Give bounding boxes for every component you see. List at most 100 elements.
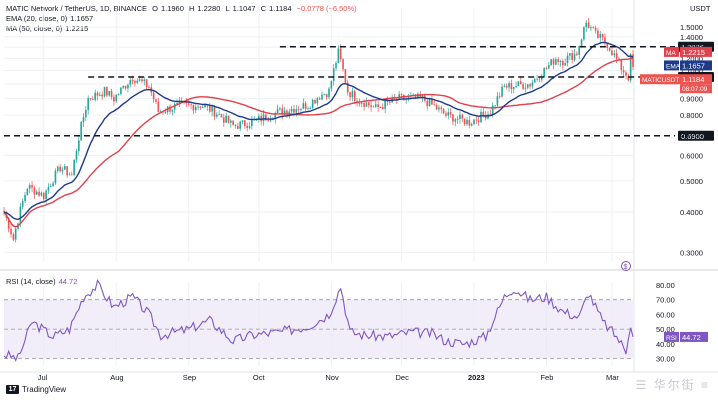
candle-body [629, 54, 632, 81]
tradingview-logo[interactable]: 17 TradingView [6, 385, 66, 394]
candle-body [477, 120, 480, 123]
candle-body [323, 94, 326, 95]
candle-body [183, 102, 185, 103]
candle-body [501, 86, 503, 97]
price-axis-tick: 1.2000 [680, 54, 703, 63]
candle-body [454, 119, 457, 122]
candle-body [571, 53, 574, 60]
candle-body [367, 102, 370, 106]
candle-body [524, 87, 527, 89]
candle-body [152, 92, 155, 100]
rsi-tag-value: 44.72 [682, 333, 701, 342]
ma-legend: MA (50, close, 0) 1.2215 [6, 24, 91, 33]
candle-body [45, 190, 47, 200]
candle-body [279, 108, 281, 110]
candle-body [557, 59, 559, 62]
candle-body [199, 106, 202, 108]
candle-body [569, 53, 571, 56]
candle-body [302, 103, 305, 109]
candle-body [141, 79, 143, 82]
candle-body [559, 61, 562, 62]
candle-body [548, 65, 550, 69]
candle-body [288, 111, 291, 115]
candle-body [192, 105, 195, 111]
rsi-band [4, 299, 633, 359]
candle-body [241, 120, 244, 122]
candle-body [370, 105, 372, 108]
close-value: 1.1184 [269, 4, 292, 13]
candle-body [389, 101, 391, 103]
candle-body [222, 117, 225, 123]
high-label: H [189, 4, 195, 13]
candle-body [94, 92, 97, 100]
candle-body [622, 70, 625, 73]
candle-body [113, 96, 115, 102]
candle-body [143, 79, 146, 82]
ema-legend-value: 1.1657 [70, 14, 94, 23]
candle-body [538, 78, 541, 80]
candle-body [482, 111, 485, 115]
price-tag-value: 1.1184 [682, 75, 704, 84]
candle-body [531, 82, 534, 87]
countdown-value: 08:07:09 [682, 86, 708, 93]
candle-body [468, 119, 471, 126]
candle-body [106, 86, 108, 96]
candle-body [339, 48, 342, 60]
price-axis-tick: 1.5000 [680, 23, 703, 32]
price-tag-name: MA [666, 50, 676, 57]
candle-body [138, 79, 141, 81]
candle-body [505, 85, 508, 88]
candle-body [211, 106, 213, 112]
rsi-axis-tick: 80.00 [656, 281, 675, 290]
rsi-axis-tick: 30.00 [656, 355, 675, 364]
level-tag [678, 130, 714, 141]
candle-body [136, 80, 139, 83]
rsi-tag-name: RSI [666, 335, 677, 342]
candle-body [510, 82, 513, 90]
candle-body [353, 91, 356, 101]
candle-body [447, 112, 450, 116]
candle-body [225, 115, 227, 123]
candle-body [550, 59, 552, 66]
candle-body [360, 102, 363, 104]
candle-body [470, 124, 473, 126]
price-tag-value-bg [680, 60, 712, 71]
candle-body [592, 27, 595, 29]
candle-body [328, 88, 330, 98]
candle-body [215, 114, 218, 117]
candle-body [475, 119, 478, 121]
price-axis-tick: 1.1000 [680, 67, 703, 76]
candle-body [307, 108, 309, 110]
candle-body [283, 110, 286, 115]
candle-body [452, 114, 454, 122]
candle-body [599, 34, 602, 38]
candle-body [122, 85, 125, 88]
candle-body [42, 192, 45, 200]
candle-body [61, 169, 64, 172]
time-axis-tick: Nov [325, 373, 339, 382]
candle-body [426, 100, 429, 106]
candle-body [293, 108, 295, 113]
time-axis-tick: Oct [253, 373, 266, 382]
candle-body [363, 102, 365, 107]
candle-body [374, 104, 377, 107]
candle-body [148, 87, 150, 88]
open-value: 1.1960 [160, 4, 184, 13]
change-value: −0.0778 (−6.50%) [296, 4, 357, 13]
candle-body [220, 114, 223, 118]
candle-body [608, 48, 611, 51]
ma-label: MA (50, close, 0) [6, 24, 63, 33]
price-tag-value: 1.1657 [682, 61, 705, 70]
candle-body [330, 80, 333, 89]
rsi-tag-value-bg [680, 331, 708, 342]
candle-body [28, 185, 31, 189]
candle-body [59, 166, 61, 172]
ema-label: EMA (20, close, 0) [6, 14, 68, 23]
candle-body [297, 109, 300, 110]
candle-body [318, 98, 321, 100]
candle-body [611, 50, 613, 56]
candle-body [120, 87, 122, 94]
candle-body [601, 34, 604, 38]
candle-body [129, 80, 132, 85]
candle-body [204, 105, 206, 108]
